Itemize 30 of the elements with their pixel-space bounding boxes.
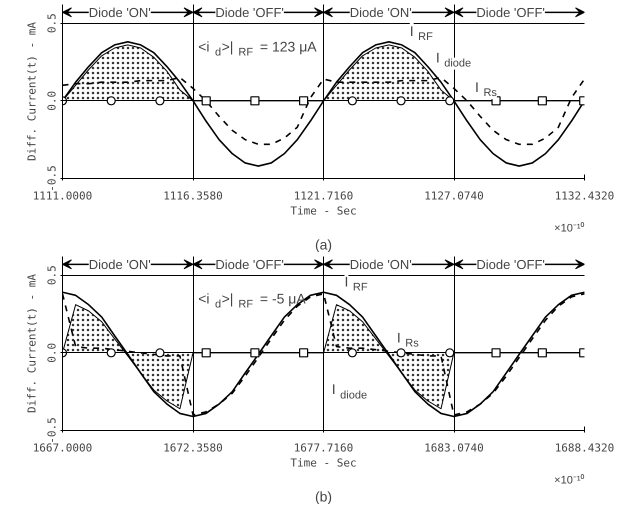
annotation: Diode 'ON' xyxy=(350,256,412,272)
x-axis-title: Time - Sec xyxy=(290,204,357,218)
annotation: Diode 'ON' xyxy=(88,256,151,272)
y-tick-label: -0.5 xyxy=(46,417,58,444)
x-tick-label: 1111.0000 xyxy=(32,190,92,202)
annotation: Diode 'OFF' xyxy=(476,256,545,272)
annotation: Diode 'OFF' xyxy=(215,4,284,20)
text: ×10⁻¹⁰ xyxy=(554,474,585,486)
y-axis-title: Diff. Current(t) - mA xyxy=(26,22,38,162)
y-axis-title: Diff. Current(t) - mA xyxy=(26,274,38,414)
y-tick-label: 0.0 xyxy=(46,342,58,363)
x-tick-label: 1132.4320 xyxy=(554,190,614,202)
x-tick-label: 1683.0740 xyxy=(424,442,484,454)
y-tick-label: 0.0 xyxy=(46,90,58,111)
x-tick-label: 1116.3580 xyxy=(163,190,223,202)
annotation: Diode 'OFF' xyxy=(215,256,284,272)
x-axis-title: Time - Sec xyxy=(290,456,357,470)
x-tick-label: 1677.7160 xyxy=(294,442,354,454)
x-tick-label: 1127.0740 xyxy=(424,190,484,202)
annotation: Diode 'ON' xyxy=(88,4,151,20)
annotation: Diode 'OFF' xyxy=(476,4,545,20)
x-tick-label: 1688.4320 xyxy=(554,442,614,454)
x-tick-label: 1121.7160 xyxy=(294,190,354,202)
y-tick-label: 0.5 xyxy=(46,13,58,34)
text: ×10⁻¹⁰ xyxy=(554,222,585,234)
y-tick-label: -0.5 xyxy=(46,165,58,192)
y-tick-label: 0.5 xyxy=(46,265,58,286)
annotation: Diode 'ON' xyxy=(350,4,412,20)
x-tick-label: 1672.3580 xyxy=(163,442,223,454)
x-tick-label: 1667.0000 xyxy=(32,442,92,454)
